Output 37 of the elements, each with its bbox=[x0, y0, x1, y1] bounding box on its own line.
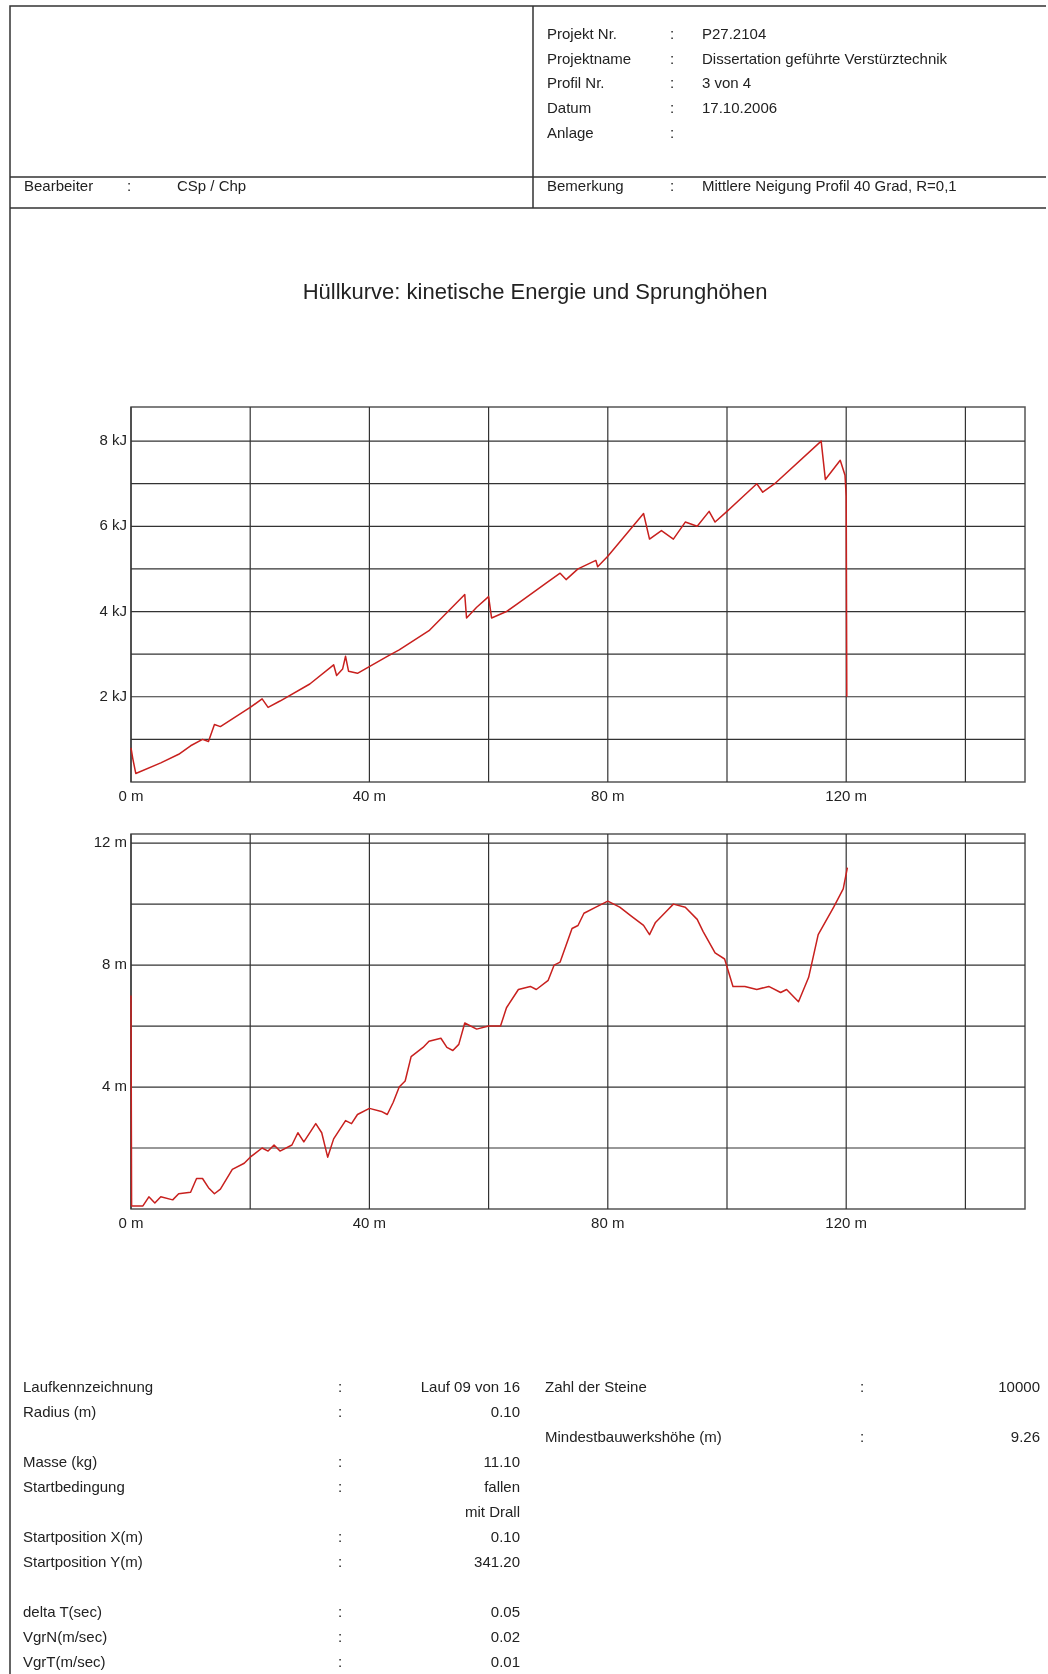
x-tick-label: 40 m bbox=[352, 786, 387, 804]
text: mit Drall bbox=[465, 1502, 520, 1520]
text: Profil Nr. : 3 von 4 bbox=[547, 73, 752, 91]
text: VgrT(m/sec) : 0.01 bbox=[23, 1652, 520, 1670]
text: Zahl der Steine : 10000 bbox=[545, 1377, 1040, 1395]
text: Mindestbauwerkshöhe (m) : 9.26 bbox=[545, 1427, 1040, 1445]
y-tick-label: 8 m bbox=[101, 955, 127, 973]
y-tick-label: 4 kJ bbox=[99, 601, 127, 619]
text: Anlage : bbox=[547, 123, 675, 141]
line-series bbox=[130, 440, 848, 775]
text: Startposition X(m) : 0.10 bbox=[23, 1527, 520, 1545]
text: Laufkennzeichnung : Lauf 09 von 16 bbox=[23, 1377, 520, 1395]
text: Startposition Y(m) : 341.20 bbox=[23, 1552, 520, 1570]
y-tick-label: 12 m bbox=[93, 833, 127, 851]
y-tick-label: 4 m bbox=[101, 1077, 127, 1095]
y-tick-label: 2 kJ bbox=[99, 686, 127, 704]
text: Projektname : Dissertation geführte Verstürztechnik bbox=[547, 49, 948, 67]
x-tick-label: 40 m bbox=[352, 1213, 387, 1231]
text: VgrN(m/sec) : 0.02 bbox=[23, 1627, 520, 1645]
text: Startbedingung : fallen bbox=[23, 1477, 520, 1495]
x-tick-label: 120 m bbox=[825, 1213, 868, 1231]
text: Masse (kg) : 11.10 bbox=[23, 1452, 520, 1470]
line-series bbox=[130, 866, 849, 1207]
text: Bemerkung : Mittlere Neigung Profil 40 Grad, R=0,1 bbox=[547, 176, 957, 194]
x-tick-label: 80 m bbox=[591, 1213, 625, 1231]
x-tick-label: 80 m bbox=[591, 786, 625, 804]
y-tick-label: 8 kJ bbox=[99, 431, 127, 449]
chart-title: Hüllkurve: kinetische Energie und Sprunghöhen bbox=[302, 278, 768, 304]
text: delta T(sec) : 0.05 bbox=[23, 1602, 520, 1620]
y-tick-label: 6 kJ bbox=[99, 516, 127, 534]
text: Radius (m) : 0.10 bbox=[23, 1402, 520, 1420]
x-tick-label: 120 m bbox=[825, 786, 868, 804]
text: Projekt Nr. : P27.2104 bbox=[547, 24, 767, 42]
x-tick-label: 0 m bbox=[118, 786, 144, 804]
text: Datum : 17.10.2006 bbox=[547, 98, 778, 116]
text: Bearbeiter : CSp / Chp bbox=[24, 176, 247, 194]
x-tick-label: 0 m bbox=[118, 1213, 144, 1231]
